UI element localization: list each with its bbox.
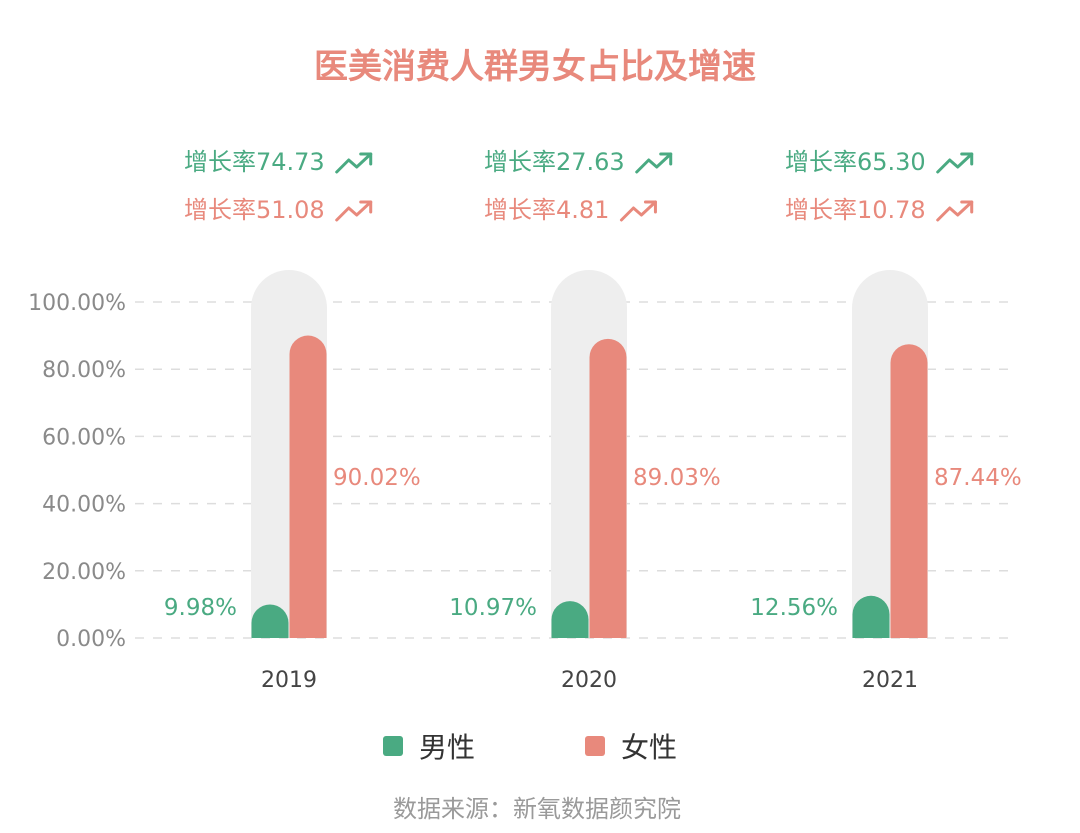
growth-rates: 增长率74.73 增长率51.08 增长率27.63 增长率4.81 增长率65.30 增… <box>184 148 974 224</box>
bar-female <box>589 338 627 638</box>
data-label-female: 89.03% <box>633 465 721 491</box>
x-tick-label: 2021 <box>862 668 918 693</box>
growth-rate-male: 增长率74.73 <box>184 148 325 176</box>
legend-swatch-female <box>585 736 605 756</box>
chart-title: 医美消费人群男女占比及增速 <box>314 47 756 87</box>
legend-swatch-male <box>383 736 403 756</box>
bar-female <box>890 344 928 638</box>
bar-male <box>852 595 890 638</box>
legend-label-female: 女性 <box>621 731 677 764</box>
growth-rate-male: 增长率65.30 <box>785 148 926 176</box>
data-label-male: 10.97% <box>449 595 537 621</box>
growth-rate-male: 增长率27.63 <box>484 148 625 176</box>
x-axis: 2019 2020 2021 <box>261 668 918 693</box>
y-axis: 0.00% 20.00% 40.00% 60.00% 80.00% 100.00% <box>28 291 126 652</box>
y-tick-label: 0.00% <box>56 627 126 652</box>
bars <box>251 270 928 638</box>
legend-label-male: 男性 <box>419 731 475 764</box>
bar-female <box>289 335 327 638</box>
trending-up-arrow-icon <box>335 200 373 222</box>
x-tick-label: 2019 <box>261 668 317 693</box>
bar-male <box>251 604 289 638</box>
data-label-female: 90.02% <box>333 465 421 491</box>
y-tick-label: 80.00% <box>42 358 126 383</box>
y-tick-label: 60.00% <box>42 425 126 450</box>
trending-up-arrow-icon <box>619 200 657 222</box>
data-label-male: 12.56% <box>750 595 838 621</box>
y-tick-label: 100.00% <box>28 291 126 316</box>
trending-up-arrow-icon <box>635 152 673 174</box>
bar-male <box>551 601 589 638</box>
trending-up-arrow-icon <box>335 152 373 174</box>
y-tick-label: 40.00% <box>42 493 126 518</box>
y-tick-label: 20.00% <box>42 560 126 585</box>
growth-rate-female: 增长率4.81 <box>484 196 609 224</box>
legend: 男性 女性 <box>383 731 677 764</box>
trending-up-arrow-icon <box>936 152 974 174</box>
source-note: 数据来源：新氧数据颜究院 <box>393 795 681 823</box>
data-label-female: 87.44% <box>934 465 1022 491</box>
growth-rate-female: 增长率10.78 <box>785 196 926 224</box>
data-labels: 9.98% 90.02% 10.97% 89.03% 12.56% 87.44% <box>164 465 1022 621</box>
growth-rate-female: 增长率51.08 <box>184 196 325 224</box>
x-tick-label: 2020 <box>561 668 617 693</box>
trending-up-arrow-icon <box>936 200 974 222</box>
data-label-male: 9.98% <box>164 595 237 621</box>
